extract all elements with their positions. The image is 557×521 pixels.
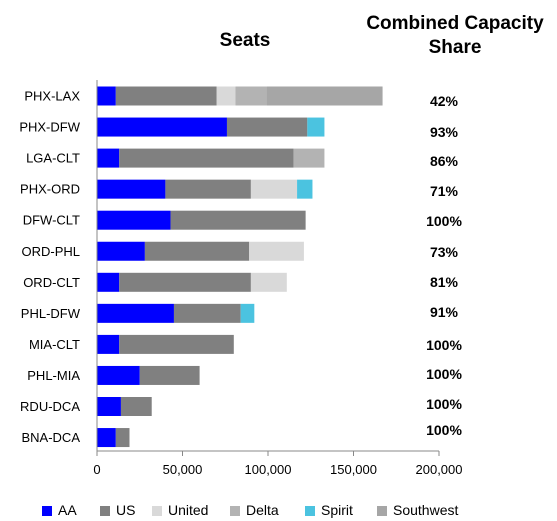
legend-item-spirit: Spirit — [305, 500, 353, 520]
x-tick-label: 0 — [93, 462, 100, 477]
legend-swatch — [100, 506, 110, 516]
legend-item-united: United — [152, 500, 208, 520]
bar-aa-phl-mia — [97, 365, 140, 385]
share-title-line-2: Share — [428, 37, 482, 58]
legend-item-us: US — [100, 500, 135, 520]
share-label: 42% — [430, 93, 459, 109]
bar-us-phx-ord — [165, 179, 251, 199]
category-label: DFW-CLT — [23, 213, 80, 228]
legend-swatch — [305, 506, 315, 516]
bar-aa-lga-clt — [97, 148, 120, 168]
bar-us-phl-mia — [139, 365, 200, 385]
bar-united-ord-phl — [249, 241, 304, 261]
share-label: 93% — [430, 124, 459, 140]
x-tick-label: 100,000 — [245, 462, 292, 477]
category-label: PHX-ORD — [20, 182, 80, 197]
share-label: 100% — [426, 422, 462, 438]
bar-united-phx-ord — [250, 179, 298, 199]
bar-spirit-phx-ord — [297, 179, 313, 199]
share-labels: 42% 93% 86% 71% 100% 73% 81% 91% 100% 100% 100% 100… — [426, 93, 462, 438]
category-label: PHL-MIA — [27, 368, 80, 383]
legend-label: Delta — [246, 502, 279, 518]
bar-spirit-phx-dfw — [307, 117, 325, 137]
share-label: 100% — [426, 213, 462, 229]
bar-united-phx-lax — [216, 86, 236, 106]
share-label: 86% — [430, 153, 459, 169]
category-label: PHX-LAX — [24, 89, 80, 104]
legend-swatch — [230, 506, 240, 516]
category-label: ORD-PHL — [21, 244, 80, 259]
legend-swatch — [377, 506, 387, 516]
legend-label: AA — [58, 502, 77, 518]
bar-aa-dfw-clt — [97, 210, 171, 230]
bar-aa-phx-ord — [97, 179, 166, 199]
bar-us-ord-phl — [144, 241, 250, 261]
bar-aa-ord-clt — [97, 272, 120, 292]
share-label: 71% — [430, 183, 459, 199]
bar-aa-phx-dfw — [97, 117, 227, 137]
chart-title: Seats — [219, 30, 271, 51]
bar-us-phx-lax — [115, 86, 217, 106]
legend-swatch — [152, 506, 162, 516]
legend-label: United — [168, 502, 209, 518]
bar-us-bna-dca — [115, 428, 130, 448]
bar-us-mia-clt — [119, 334, 234, 354]
category-label: PHX-DFW — [19, 120, 80, 135]
share-label: 81% — [430, 274, 459, 290]
category-label: MIA-CLT — [29, 337, 80, 352]
legend-swatch — [42, 506, 52, 516]
bar-spirit-phl-dfw — [240, 303, 255, 323]
share-column-title: Combined Capacity Share — [360, 12, 550, 60]
share-label: 100% — [426, 337, 462, 353]
bar-us-rdu-dca — [120, 397, 152, 416]
legend-item-southwest: Southwest — [377, 500, 458, 520]
bars-layer — [97, 86, 383, 448]
category-label: PHL-DFW — [21, 306, 81, 321]
category-labels: PHX-LAX PHX-DFW LGA-CLT PHX-ORD DFW-CLT ORD-P… — [19, 89, 80, 446]
share-label: 100% — [426, 366, 462, 382]
legend-label: Southwest — [393, 502, 459, 518]
legend: AA US United Delta Spirit Southwest — [42, 500, 552, 520]
bar-delta-lga-clt — [293, 148, 325, 168]
x-axis: 0 50,000 100,000 150,000 200,000 — [93, 80, 463, 477]
share-label: 91% — [430, 304, 459, 320]
bar-southwest-phx-lax — [266, 86, 383, 106]
bar-aa-phl-dfw — [97, 303, 174, 323]
bar-aa-rdu-dca — [97, 397, 121, 416]
x-tick-label: 50,000 — [163, 462, 203, 477]
legend-label: US — [116, 502, 136, 518]
bar-delta-phx-lax — [235, 86, 267, 106]
bar-aa-phx-lax — [97, 86, 116, 106]
x-tick-label: 200,000 — [416, 462, 463, 477]
bar-aa-mia-clt — [97, 334, 120, 354]
category-label: LGA-CLT — [26, 151, 80, 166]
bar-aa-bna-dca — [97, 428, 116, 448]
category-label: BNA-DCA — [21, 430, 80, 445]
legend-item-aa: AA — [42, 500, 77, 520]
bar-us-ord-clt — [119, 272, 251, 292]
legend-label: Spirit — [321, 502, 353, 518]
share-title-line-1: Combined Capacity — [366, 13, 544, 34]
bar-us-dfw-clt — [170, 210, 306, 230]
bar-us-phx-dfw — [226, 117, 308, 137]
category-label: ORD-CLT — [23, 275, 80, 290]
bar-united-ord-clt — [250, 272, 287, 292]
bar-aa-ord-phl — [97, 241, 145, 261]
x-tick-label: 150,000 — [330, 462, 377, 477]
share-label: 100% — [426, 396, 462, 412]
category-label: RDU-DCA — [20, 399, 80, 414]
bar-us-phl-dfw — [173, 303, 241, 323]
share-label: 73% — [430, 244, 459, 260]
legend-item-delta: Delta — [230, 500, 279, 520]
bar-us-lga-clt — [119, 148, 294, 168]
